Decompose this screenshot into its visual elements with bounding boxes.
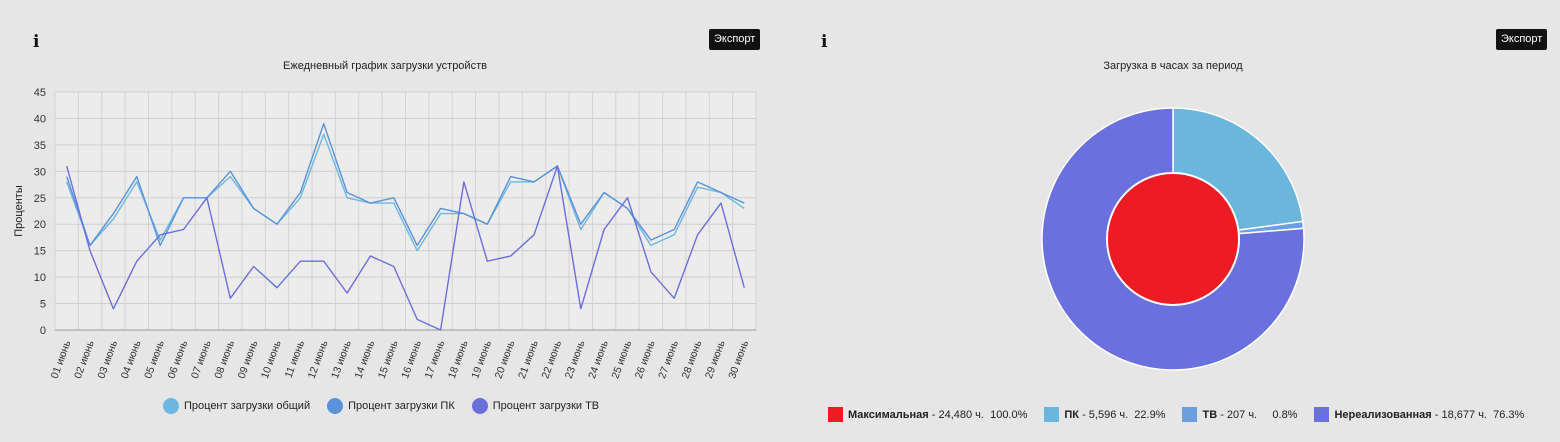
legend-item-pc[interactable]: ПК - 5,596 ч. 22.9% bbox=[1044, 407, 1165, 422]
x-tick-label: 18 июнь bbox=[446, 338, 471, 380]
x-tick-label: 08 июнь bbox=[212, 338, 237, 380]
export-button[interactable]: Экспорт bbox=[709, 29, 761, 50]
y-tick-label: 0 bbox=[40, 325, 46, 337]
chart-title: Ежедневный график загрузки устройств bbox=[283, 60, 487, 72]
y-axis-label: Проценты bbox=[13, 185, 25, 237]
y-tick-label: 10 bbox=[34, 272, 46, 284]
y-tick-label: 30 bbox=[34, 166, 46, 178]
x-tick-label: 03 июнь bbox=[95, 338, 120, 380]
legend-label: Процент загрузки ТВ bbox=[492, 400, 600, 412]
legend-detail: - 24,480 ч. 100.0% bbox=[928, 408, 1028, 421]
legend-label: Нереализованная bbox=[1334, 408, 1432, 421]
legend-label: Процент загрузки общий bbox=[184, 400, 311, 412]
pie-slice-inner-1 bbox=[1106, 172, 1240, 306]
x-tick-label: 12 июнь bbox=[306, 338, 331, 380]
info-icon[interactable]: i bbox=[33, 32, 40, 52]
legend-item-total[interactable]: Процент загрузки общий bbox=[163, 398, 310, 414]
legend-marker bbox=[327, 398, 344, 414]
x-tick-label: 01 июнь bbox=[49, 338, 74, 380]
y-tick-label: 45 bbox=[34, 87, 46, 99]
x-tick-label: 17 июнь bbox=[423, 338, 448, 380]
legend-marker bbox=[163, 398, 179, 414]
x-tick-label: 27 июнь bbox=[656, 338, 681, 380]
x-tick-label: 26 июнь bbox=[633, 338, 658, 380]
y-tick-label: 25 bbox=[34, 193, 46, 205]
legend-label: Процент загрузки ПК bbox=[348, 400, 455, 412]
info-icon[interactable]: i bbox=[821, 32, 828, 52]
pie-legend: Максимальная - 24,480 ч. 100.0% ПК - 5,5… bbox=[828, 407, 1541, 422]
export-button[interactable]: Экспорт bbox=[1496, 29, 1548, 50]
x-tick-label: 11 июнь bbox=[283, 338, 308, 379]
x-tick-label: 13 июнь bbox=[329, 338, 354, 380]
legend-detail: - 5,596 ч. 22.9% bbox=[1079, 408, 1166, 421]
y-tick-label: 35 bbox=[34, 140, 46, 152]
x-tick-label: 23 июнь bbox=[563, 338, 588, 380]
y-tick-label: 20 bbox=[34, 219, 46, 231]
legend-marker bbox=[1044, 407, 1060, 422]
series-line-2 bbox=[66, 122, 745, 247]
chart-title: Загрузка в часах за период bbox=[1103, 60, 1243, 72]
legend-detail: - 18,677 ч. 76.3% bbox=[1431, 408, 1525, 421]
x-tick-label: 24 июнь bbox=[586, 338, 611, 380]
x-tick-label: 05 июнь bbox=[142, 338, 167, 380]
legend-item-max[interactable]: Максимальная - 24,480 ч. 100.0% bbox=[828, 407, 1027, 422]
x-tick-label: 16 июнь bbox=[399, 338, 424, 380]
x-tick-label: 30 июнь bbox=[726, 338, 751, 380]
y-tick-label: 40 bbox=[34, 113, 46, 125]
legend-item-tv[interactable]: ТВ - 207 ч. 0.8% bbox=[1182, 407, 1297, 422]
x-tick-label: 22 июнь bbox=[539, 338, 564, 380]
legend-item-tv[interactable]: Процент загрузки ТВ bbox=[471, 398, 600, 414]
x-tick-label: 02 июнь bbox=[72, 338, 97, 380]
x-tick-label: 04 июнь bbox=[119, 338, 144, 380]
x-tick-label: 25 июнь bbox=[609, 338, 634, 380]
x-tick-label: 19 июнь bbox=[469, 338, 494, 380]
legend-label: Максимальная bbox=[848, 408, 929, 421]
legend-label: ПК bbox=[1064, 408, 1080, 421]
x-tick-label: 07 июнь bbox=[189, 338, 214, 380]
legend-item-unrealized[interactable]: Нереализованная - 18,677 ч. 76.3% bbox=[1314, 407, 1524, 422]
x-tick-label: 20 июнь bbox=[493, 338, 518, 380]
y-tick-label: 15 bbox=[34, 246, 46, 258]
x-tick-label: 15 июнь bbox=[376, 338, 401, 380]
legend-marker bbox=[828, 407, 843, 422]
x-tick-label: 28 июнь bbox=[680, 338, 705, 380]
pie-chart-panel: i Экспорт Загрузка в часах за период Мак… bbox=[780, 0, 1560, 442]
legend-marker bbox=[471, 398, 488, 414]
legend-marker bbox=[1314, 407, 1330, 422]
legend-marker bbox=[1182, 407, 1198, 422]
line-chart-panel: i Экспорт Ежедневный график загрузки уст… bbox=[13, 29, 761, 414]
x-tick-label: 14 июнь bbox=[352, 338, 377, 380]
line-legend: Процент загрузки общий Процент загрузки … bbox=[163, 398, 616, 414]
legend-detail: - 207 ч. 0.8% bbox=[1217, 408, 1298, 421]
pie-chart bbox=[1041, 107, 1305, 371]
x-tick-label: 10 июнь bbox=[259, 338, 284, 380]
y-tick-label: 5 bbox=[40, 299, 46, 311]
legend-label: ТВ bbox=[1202, 408, 1218, 421]
series-line-3 bbox=[66, 165, 745, 331]
x-tick-label: 21 июнь bbox=[516, 338, 541, 380]
x-tick-label: 29 июнь bbox=[703, 338, 728, 380]
legend-item-pc[interactable]: Процент загрузки ПК bbox=[327, 398, 455, 414]
x-tick-label: 09 июнь bbox=[236, 338, 261, 380]
x-tick-label: 06 июнь bbox=[166, 338, 191, 380]
